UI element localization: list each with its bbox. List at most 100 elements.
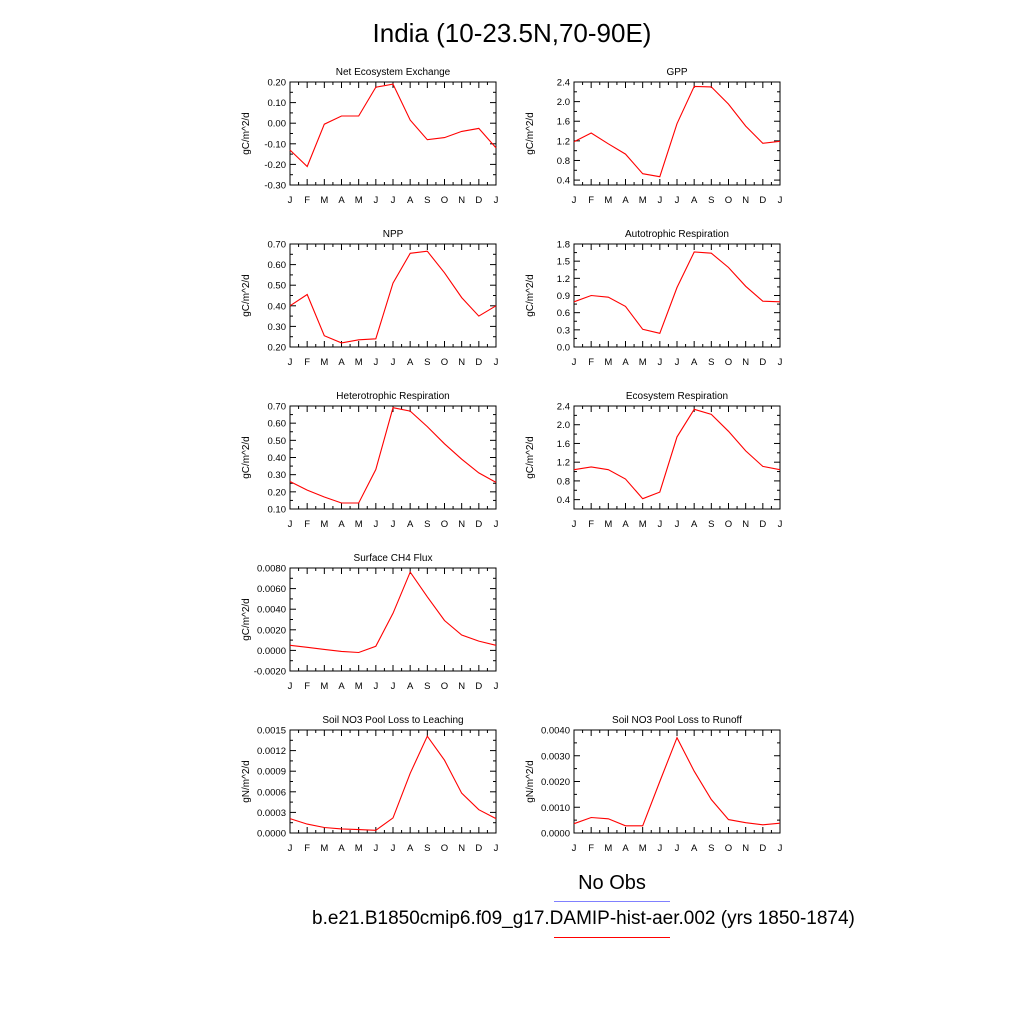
plot-frame (289, 567, 497, 672)
x-tick-label: D (475, 519, 482, 530)
x-tick-label: M (604, 519, 612, 530)
y-axis-label: gC/m^2/d (241, 436, 252, 479)
x-tick-label: A (691, 195, 698, 206)
panel-8: Soil NO3 Pool Loss to Leaching gN/m^2/d 0.… (241, 715, 499, 854)
x-tick-label: F (588, 195, 594, 206)
x-tick-label: J (373, 195, 378, 206)
series-line (573, 251, 781, 334)
x-tick-label: M (355, 195, 363, 206)
x-tick-label: D (475, 681, 482, 692)
x-tick-label: J (572, 195, 577, 206)
y-tick-label: 0.20 (268, 487, 287, 498)
x-tick-label: J (675, 519, 680, 530)
x-tick-label: S (708, 357, 714, 368)
x-tick-label: N (458, 195, 465, 206)
panel-7: Surface CH4 Flux gC/m^2/d -0.0020 0.0000 0.0… (241, 553, 499, 692)
x-tick-label: O (725, 195, 732, 206)
y-tick-label: -0.30 (264, 181, 286, 192)
x-tick-label: M (639, 195, 647, 206)
y-tick-label: 0.60 (268, 260, 287, 271)
y-tick-label: 0.0040 (541, 726, 570, 737)
x-tick-label: J (288, 195, 293, 206)
y-tick-label: 0.4 (557, 495, 570, 506)
x-tick-label: S (424, 843, 430, 854)
x-tick-label: D (475, 357, 482, 368)
x-tick-label: A (622, 357, 629, 368)
y-axis-label: gC/m^2/d (241, 274, 252, 317)
panel-6: Ecosystem Respiration gC/m^2/d 0.4 0.8 1.2 1.… (525, 391, 783, 530)
x-tick-label: S (708, 843, 714, 854)
y-tick-label: 0.9 (557, 291, 570, 302)
y-axis-label: gN/m^2/d (241, 760, 252, 803)
x-tick-label: A (407, 681, 414, 692)
x-tick-label: J (288, 357, 293, 368)
y-tick-label: 0.10 (268, 505, 287, 516)
x-tick-label: J (778, 519, 783, 530)
x-tick-label: S (424, 357, 430, 368)
y-tick-label: 1.6 (557, 439, 570, 450)
y-tick-label: 2.4 (557, 78, 570, 89)
x-tick-label: M (320, 519, 328, 530)
panel-title: Autotrophic Respiration (625, 229, 729, 240)
x-tick-label: A (407, 843, 414, 854)
y-tick-label: 0.0000 (257, 829, 286, 840)
x-tick-label: F (304, 519, 310, 530)
x-tick-label: J (778, 195, 783, 206)
y-tick-label: 0.60 (268, 419, 287, 430)
x-tick-label: D (475, 843, 482, 854)
y-tick-label: 0.0080 (257, 564, 286, 575)
y-axis-label: gC/m^2/d (525, 274, 536, 317)
y-tick-label: 0.10 (268, 98, 287, 109)
x-tick-label: M (320, 357, 328, 368)
x-tick-label: S (708, 519, 714, 530)
x-tick-label: M (639, 843, 647, 854)
x-tick-label: J (288, 519, 293, 530)
y-tick-label: 0.70 (268, 402, 287, 413)
x-tick-label: J (391, 195, 396, 206)
y-tick-label: 0.0012 (257, 746, 286, 757)
x-tick-label: M (320, 195, 328, 206)
y-tick-label: 1.2 (557, 274, 570, 285)
y-axis-label: gC/m^2/d (241, 112, 252, 155)
panel-title: Surface CH4 Flux (354, 553, 433, 564)
panel-9: Soil NO3 Pool Loss to Runoff gN/m^2/d 0.00… (525, 715, 783, 854)
series-line (573, 408, 781, 500)
x-tick-label: A (338, 195, 345, 206)
y-axis-label: gC/m^2/d (525, 436, 536, 479)
x-tick-label: N (742, 519, 749, 530)
y-tick-label: 0.0015 (257, 726, 286, 737)
y-tick-label: 0.0030 (541, 751, 570, 762)
plot-frame (573, 405, 781, 510)
x-tick-label: N (742, 357, 749, 368)
y-tick-label: 1.2 (557, 136, 570, 147)
panel-5: Heterotrophic Respiration gC/m^2/d 0.10 0.2… (241, 391, 499, 530)
panel-4: Autotrophic Respiration gC/m^2/d 0.0 0.3 0.6… (525, 229, 783, 368)
x-tick-label: M (604, 357, 612, 368)
y-tick-label: -0.0020 (254, 667, 286, 678)
y-tick-label: 1.5 (557, 257, 570, 268)
x-tick-label: A (691, 519, 698, 530)
panel-title: GPP (666, 67, 687, 78)
x-tick-label: F (304, 195, 310, 206)
plot-frame (573, 729, 781, 834)
x-tick-label: N (458, 357, 465, 368)
x-tick-label: S (708, 195, 714, 206)
y-tick-label: 0.0006 (257, 787, 286, 798)
x-tick-label: O (441, 843, 448, 854)
y-tick-label: 0.0060 (257, 584, 286, 595)
x-tick-label: O (441, 357, 448, 368)
y-tick-label: 0.0000 (541, 829, 570, 840)
y-tick-label: 0.20 (268, 78, 287, 89)
x-tick-label: J (494, 519, 499, 530)
x-tick-label: J (373, 681, 378, 692)
x-tick-label: N (458, 843, 465, 854)
x-tick-label: O (725, 519, 732, 530)
x-tick-label: M (639, 357, 647, 368)
x-tick-label: D (759, 195, 766, 206)
y-tick-label: 0.6 (557, 308, 570, 319)
x-tick-label: A (622, 843, 629, 854)
x-tick-label: M (320, 681, 328, 692)
y-tick-label: 0.70 (268, 240, 287, 251)
panel-title: Ecosystem Respiration (626, 391, 728, 402)
x-tick-label: A (691, 843, 698, 854)
